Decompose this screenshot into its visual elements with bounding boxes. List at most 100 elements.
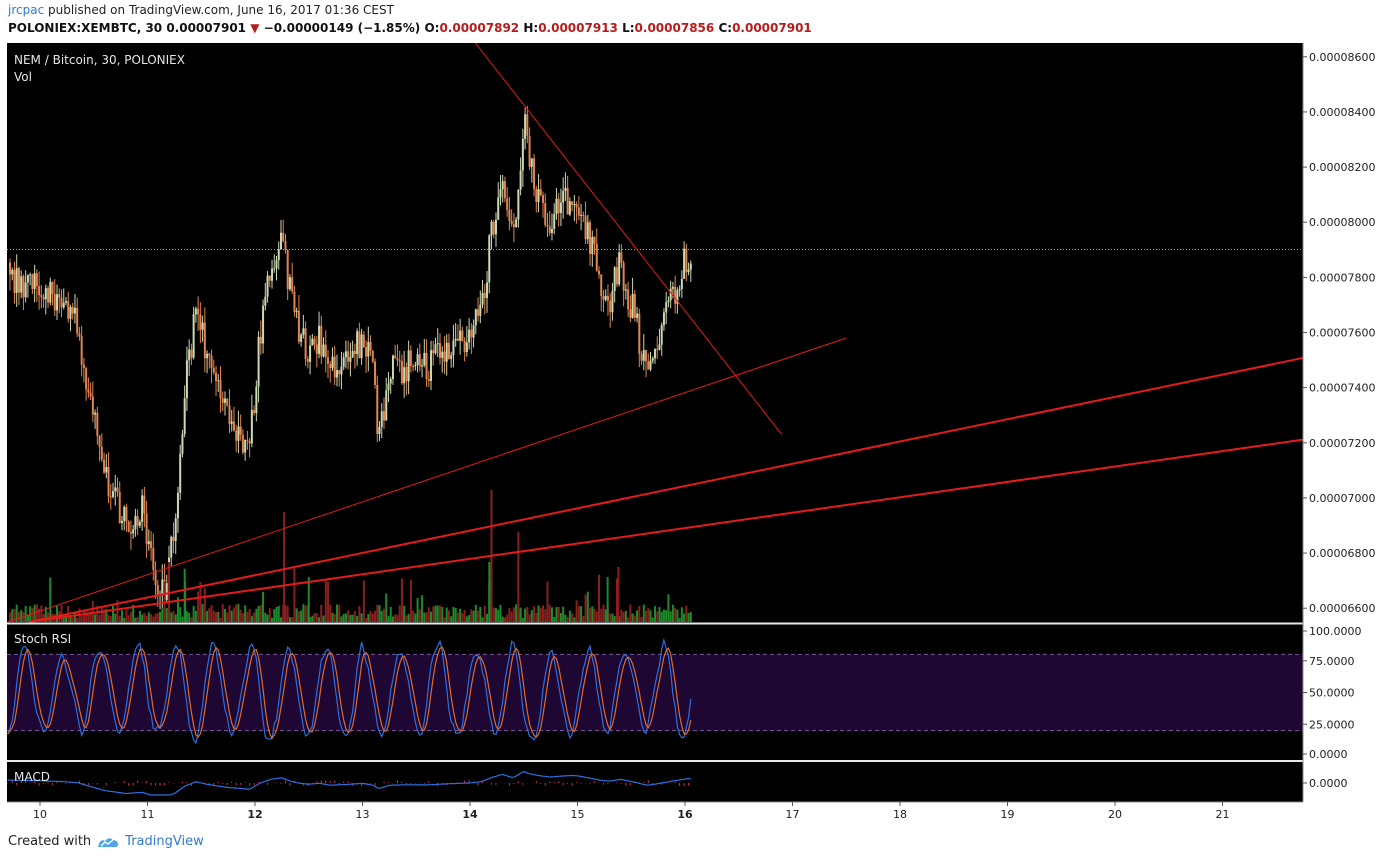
candle-body (230, 421, 233, 424)
candle-body (396, 358, 399, 361)
volume-bar (335, 604, 338, 622)
candle-body (438, 343, 441, 358)
volume-bar (653, 606, 656, 622)
volume-bar (89, 611, 92, 622)
volume-bar (91, 600, 94, 622)
volume-bar (571, 613, 574, 622)
candle-body (456, 338, 459, 341)
candle-body (266, 275, 269, 297)
candle-body (618, 252, 621, 285)
volume-bar (539, 607, 542, 622)
volume-bar (42, 613, 45, 622)
candle-body (246, 440, 249, 442)
candle-body (631, 293, 634, 318)
volume-bar (537, 605, 540, 622)
candle-body (181, 434, 184, 454)
tradingview-link[interactable]: TradingView (125, 834, 204, 849)
candle-body (286, 249, 289, 290)
volume-bar (414, 613, 417, 622)
volume-bar (309, 617, 312, 622)
volume-bar (277, 605, 280, 622)
low-value: 0.00007856 (634, 21, 715, 35)
candle-body (515, 219, 518, 227)
candle-body (192, 314, 195, 358)
volume-bar (38, 608, 41, 622)
volume-bar (519, 607, 522, 622)
volume-bar (136, 616, 139, 622)
volume-bar (398, 605, 401, 622)
candle-body (237, 426, 240, 441)
volume-bar (192, 605, 195, 622)
volume-bar (129, 611, 132, 622)
volume-bar (550, 607, 553, 622)
volume-bar (257, 605, 260, 622)
volume-bar (438, 605, 441, 622)
volume-bar (622, 611, 625, 622)
volume-bar (230, 610, 233, 622)
candle-body (98, 435, 101, 447)
volume-bar (141, 614, 144, 622)
volume-bar (434, 605, 437, 622)
candle-body (414, 365, 417, 367)
candle-body (468, 329, 471, 343)
candle-body (161, 579, 164, 595)
candle-body (517, 189, 520, 220)
volume-bar (24, 605, 27, 622)
candle-body (85, 368, 88, 390)
candle-body (47, 288, 50, 303)
candle-body (459, 330, 462, 341)
volume-bar (94, 614, 97, 622)
candle-body (120, 520, 123, 524)
volume-bar (501, 616, 504, 622)
candle-body (232, 421, 235, 431)
candle-body (671, 286, 674, 289)
candle-body (636, 313, 639, 318)
low-label: L: (622, 21, 635, 35)
candle-body (239, 426, 242, 435)
candle-body (447, 342, 450, 359)
volume-bar (627, 617, 630, 622)
candle-body (309, 345, 312, 362)
candle-body (188, 349, 191, 361)
author-link[interactable]: jrcpac (8, 3, 45, 17)
candle-body (179, 453, 182, 493)
candle-body (678, 289, 681, 291)
candle-body (539, 189, 542, 196)
volume-bar (389, 606, 392, 622)
volume-bar (351, 614, 354, 622)
y-tick-label: 0.00008000 (1309, 216, 1375, 229)
candle-body (557, 198, 560, 213)
volume-bar (598, 574, 600, 622)
x-tick-label: 10 (33, 808, 47, 821)
candle-body (645, 350, 648, 362)
candle-body (71, 306, 74, 314)
volume-bar (465, 616, 468, 622)
chart-canvas[interactable]: 0.00008600 0.00008400 0.00008200 0.00008000… (0, 40, 1380, 830)
candle-body (174, 518, 177, 541)
volume-bar (297, 611, 300, 622)
candle-body (64, 301, 67, 303)
volume-bar (315, 613, 318, 622)
candle-body (510, 220, 513, 225)
created-with-text: Created with (8, 834, 92, 849)
symbol: POLONIEX:XEMBTC, 30 (8, 21, 163, 35)
volume-spike (283, 512, 286, 622)
volume-bar (271, 617, 274, 622)
candle-body (331, 356, 334, 369)
volume-bar (613, 615, 616, 622)
volume-bar (642, 604, 645, 622)
candle-body (203, 322, 206, 359)
candle-body (564, 187, 567, 191)
candle-body (548, 226, 551, 233)
candle-body (629, 309, 632, 318)
candle-body (259, 336, 262, 344)
volume-bar (132, 604, 135, 622)
volume-bar (472, 610, 475, 622)
volume-bar (595, 611, 598, 622)
candle-body (199, 314, 202, 330)
candle-body (96, 412, 99, 436)
volume-bar (479, 606, 482, 622)
candle-body (624, 289, 627, 291)
candle-body (503, 181, 506, 199)
volume-bar (671, 604, 674, 622)
